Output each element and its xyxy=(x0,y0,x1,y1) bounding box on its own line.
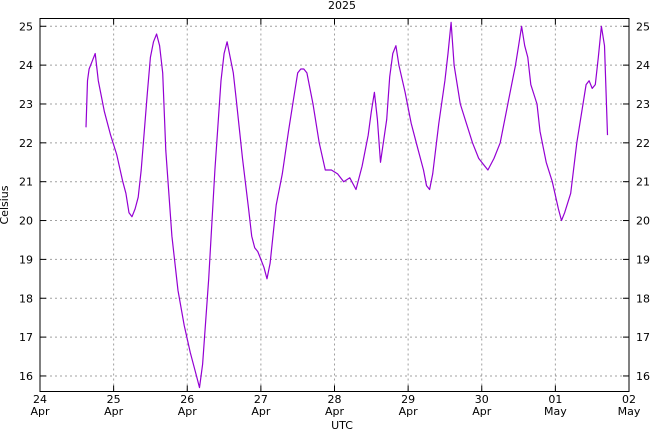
x-tick-month-label: Apr xyxy=(104,405,124,418)
y-tick-label-left: 22 xyxy=(19,137,33,150)
y-axis-title: Celsius xyxy=(0,185,11,224)
grid xyxy=(39,18,630,392)
y-tick-label-left: 18 xyxy=(19,292,33,305)
y-tick-label-right: 19 xyxy=(636,253,650,266)
x-tick-day-label: 24 xyxy=(33,393,47,406)
y-tick-label-left: 21 xyxy=(19,176,33,189)
y-tick-label-right: 24 xyxy=(636,59,650,72)
y-tick-label-right: 16 xyxy=(636,370,650,383)
x-tick-month-label: May xyxy=(618,405,641,418)
y-tick-label-left: 24 xyxy=(19,59,33,72)
y-tick-label-left: 17 xyxy=(19,331,33,344)
y-tick-label-left: 16 xyxy=(19,370,33,383)
series-group xyxy=(85,21,609,389)
y-tick-label-right: 25 xyxy=(636,20,650,33)
y-tick-label-left: 23 xyxy=(19,98,33,111)
x-tick-day-label: 25 xyxy=(107,393,121,406)
temperature-series-line xyxy=(85,21,609,389)
x-tick-month-label: Apr xyxy=(251,405,271,418)
x-tick-day-label: 28 xyxy=(328,393,342,406)
x-tick-day-label: 27 xyxy=(254,393,268,406)
x-tick-month-label: Apr xyxy=(399,405,419,418)
x-tick-month-label: Apr xyxy=(178,405,198,418)
x-tick-day-label: 02 xyxy=(622,393,636,406)
y-tick-label-right: 20 xyxy=(636,215,650,228)
x-axis-title: UTC xyxy=(331,419,353,432)
y-tick-label-right: 23 xyxy=(636,98,650,111)
y-tick-label-right: 21 xyxy=(636,176,650,189)
y-tick-label-right: 18 xyxy=(636,292,650,305)
x-tick-month-label: Apr xyxy=(30,405,50,418)
y-tick-label-left: 19 xyxy=(19,253,33,266)
x-tick-month-label: Apr xyxy=(325,405,345,418)
x-tick-day-label: 26 xyxy=(180,393,194,406)
axis-ticks: 16 16 17 17 18 18 19 19 20 20 21 21 22 22 23 23 24 24 25 25… xyxy=(19,18,650,418)
x-tick-day-label: 30 xyxy=(475,393,489,406)
x-tick-month-label: May xyxy=(544,405,567,418)
x-tick-day-label: 01 xyxy=(548,393,562,406)
y-tick-label-right: 17 xyxy=(636,331,650,344)
y-tick-label-left: 25 xyxy=(19,20,33,33)
y-tick-label-right: 22 xyxy=(636,137,650,150)
y-tick-label-left: 20 xyxy=(19,215,33,228)
x-tick-month-label: Apr xyxy=(472,405,492,418)
chart-title: 2025 xyxy=(328,0,356,12)
x-tick-day-label: 29 xyxy=(401,393,415,406)
